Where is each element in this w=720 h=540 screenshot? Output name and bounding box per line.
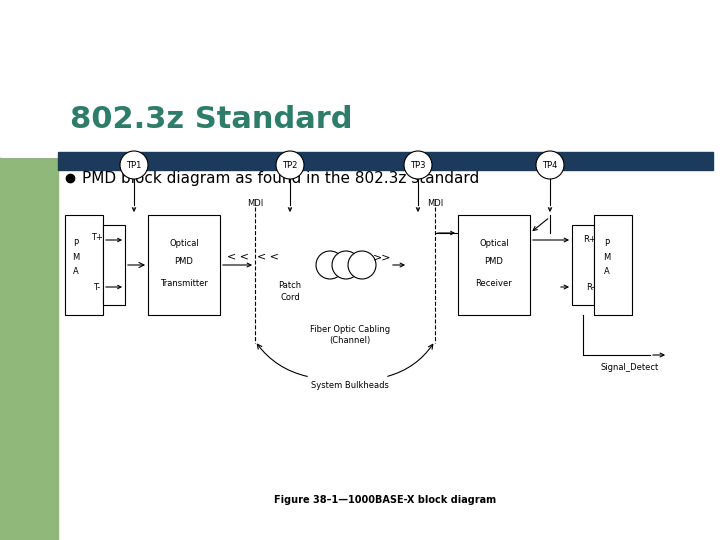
Text: Figure 38–1—1000BASE-X block diagram: Figure 38–1—1000BASE-X block diagram <box>274 495 496 505</box>
Text: System Bulkheads: System Bulkheads <box>311 381 389 389</box>
Text: MDI: MDI <box>247 199 263 207</box>
Text: (Channel): (Channel) <box>329 336 371 346</box>
Text: A: A <box>73 267 79 275</box>
Text: 802.3z Standard: 802.3z Standard <box>70 105 353 134</box>
Text: Signal_Detect: Signal_Detect <box>601 362 659 372</box>
Text: P: P <box>604 239 610 247</box>
Text: A: A <box>604 267 610 275</box>
Text: T+: T+ <box>91 233 103 241</box>
Bar <box>65 215 103 315</box>
Text: TP2: TP2 <box>282 160 297 170</box>
Text: MDI: MDI <box>427 199 443 207</box>
Text: >>: >> <box>373 252 391 262</box>
Text: R-: R- <box>586 282 594 292</box>
Text: Receiver: Receiver <box>476 279 513 287</box>
Text: Cord: Cord <box>280 294 300 302</box>
Text: PMD: PMD <box>174 256 194 266</box>
Bar <box>103 225 125 305</box>
Bar <box>458 215 530 315</box>
Circle shape <box>276 151 304 179</box>
Circle shape <box>316 251 344 279</box>
Circle shape <box>536 151 564 179</box>
Text: T-: T- <box>94 282 101 292</box>
Bar <box>0 0 58 540</box>
Bar <box>58 152 713 170</box>
Text: TP1: TP1 <box>126 160 142 170</box>
Bar <box>148 215 220 315</box>
Text: TP4: TP4 <box>542 160 558 170</box>
Text: P: P <box>73 239 78 247</box>
Text: Fiber Optic Cabling: Fiber Optic Cabling <box>310 325 390 334</box>
Text: Transmitter: Transmitter <box>160 279 208 287</box>
Circle shape <box>332 251 360 279</box>
Text: < <: < < <box>227 252 249 262</box>
Bar <box>594 215 632 315</box>
Text: PMD: PMD <box>485 256 503 266</box>
Text: Optical: Optical <box>479 239 509 247</box>
Bar <box>572 225 594 305</box>
Text: TP3: TP3 <box>410 160 426 170</box>
Text: Optical: Optical <box>169 239 199 247</box>
Text: R+: R+ <box>584 235 596 245</box>
Text: PMD block diagram as found in the 802.3z standard: PMD block diagram as found in the 802.3z… <box>82 171 480 186</box>
Text: < <: < < <box>257 252 279 262</box>
Circle shape <box>404 151 432 179</box>
Text: Patch: Patch <box>279 280 302 289</box>
Circle shape <box>348 251 376 279</box>
Text: M: M <box>73 253 80 261</box>
FancyBboxPatch shape <box>0 0 221 158</box>
Circle shape <box>120 151 148 179</box>
Text: M: M <box>603 253 611 261</box>
